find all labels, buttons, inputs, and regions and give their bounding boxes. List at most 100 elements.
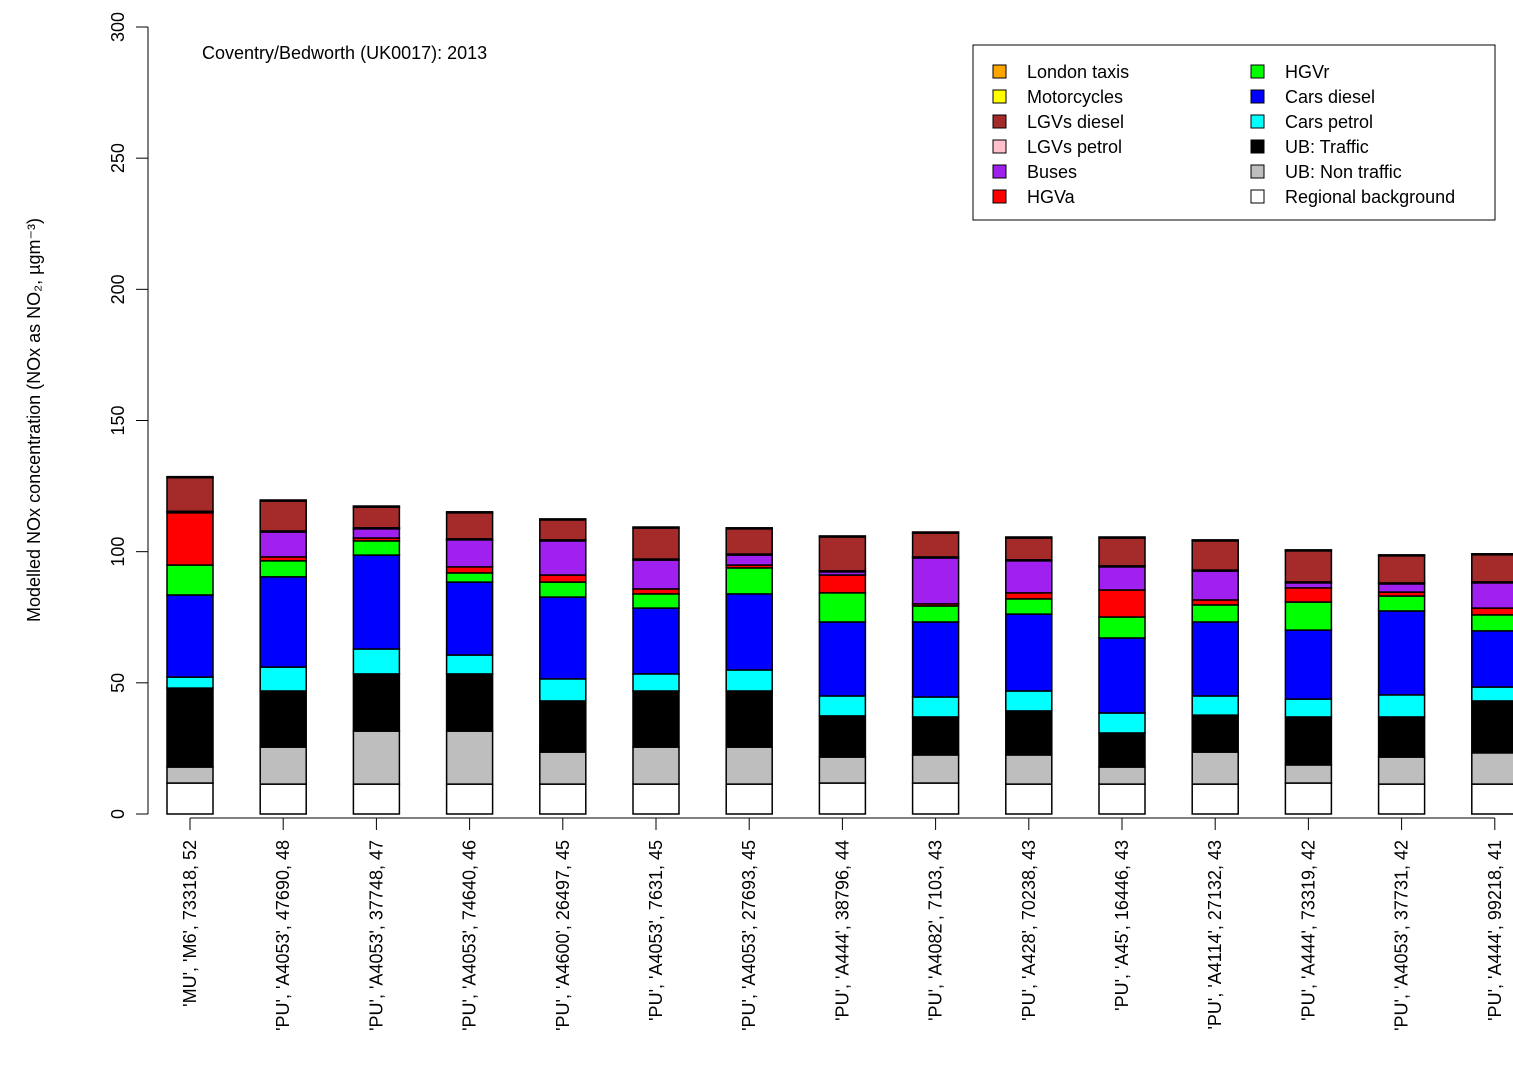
x-tick-label: 'PU', 'A4053', 74640, 46	[460, 840, 480, 1031]
bar-segment	[818, 715, 867, 758]
legend-swatch	[1250, 114, 1265, 129]
y-axis-label: Modelled NOx concentration (NOx as NO₂, …	[24, 218, 44, 622]
legend-swatch	[1250, 64, 1265, 79]
bar-segment	[1005, 613, 1053, 692]
bar-segment	[259, 783, 307, 815]
bar-segment	[1471, 553, 1513, 556]
bar-segment	[632, 607, 680, 675]
x-tick-label: 'PU', 'A444', 38796, 44	[832, 840, 852, 1021]
legend-label: LGVs petrol	[1027, 137, 1122, 157]
bar-segment	[632, 746, 680, 785]
legend-swatch	[992, 89, 1007, 104]
bar-segment	[1471, 554, 1513, 583]
bar-segment	[1098, 766, 1146, 785]
bar-segment	[911, 531, 960, 534]
bar-segment	[911, 532, 960, 558]
bar-segment	[539, 700, 587, 753]
bar-segment	[1191, 540, 1239, 571]
bar-segment	[1005, 598, 1053, 615]
bar-segment	[818, 695, 867, 717]
bar-segment	[818, 592, 867, 623]
bar-segment	[259, 666, 307, 692]
bar-segment	[632, 673, 680, 692]
bar-segment	[632, 527, 680, 560]
legend-label: HGVa	[1027, 187, 1076, 207]
bar-segment	[725, 746, 773, 785]
bar-segment	[259, 499, 307, 502]
x-tick-label: 'MU', 'M6', 73318, 52	[180, 840, 200, 1007]
bar-segment	[632, 783, 680, 815]
x-tick-label: 'PU', 'A4600', 26497, 45	[553, 840, 573, 1031]
x-tick-label: 'PU', 'A4114', 27132, 43	[1205, 840, 1225, 1030]
bar-segment	[911, 716, 960, 756]
legend-box	[972, 44, 1496, 221]
bar-segment	[352, 540, 401, 556]
bar-segment	[818, 621, 867, 697]
legend-swatch	[992, 139, 1007, 154]
bar-segment	[818, 782, 867, 815]
bar-segment	[1005, 536, 1053, 539]
bar-segment	[1098, 712, 1146, 734]
bar-segment	[259, 560, 307, 578]
x-tick-label: 'PU', 'A4082', 7103, 43	[926, 840, 946, 1021]
bar-segment	[911, 605, 960, 623]
y-tick-label: 0	[108, 809, 128, 819]
bar-segment	[259, 531, 307, 558]
x-tick-label: 'PU', 'A428', 70238, 43	[1019, 840, 1039, 1021]
bar-segment	[911, 782, 960, 815]
bar-segment	[445, 566, 494, 574]
legend-label: HGVr	[1285, 62, 1329, 82]
legend-label: Regional background	[1285, 187, 1455, 207]
bar-segment	[445, 783, 494, 815]
bar-segment	[1098, 589, 1146, 618]
x-tick-label: 'PU', 'A4053', 37731, 42	[1392, 840, 1412, 1031]
bar-segment	[539, 751, 587, 785]
bar-segment	[539, 519, 587, 541]
bar-segment	[1377, 783, 1426, 815]
bar-segment	[911, 754, 960, 784]
y-tick-label: 50	[108, 673, 128, 693]
bar-segment	[1377, 555, 1426, 584]
bar-segment	[1377, 610, 1426, 696]
legend-label: Motorcycles	[1027, 87, 1123, 107]
bar-segment	[445, 572, 494, 583]
bar-segment	[445, 654, 494, 675]
bar-segment	[1098, 637, 1146, 714]
bar-segment	[818, 574, 867, 594]
bar-segment	[818, 536, 867, 572]
bar-segment	[539, 574, 587, 583]
bar-segment	[166, 676, 214, 689]
bar-segment	[725, 554, 773, 566]
bar-segment	[632, 559, 680, 590]
legend-swatch	[992, 64, 1007, 79]
bar-segment	[352, 505, 401, 508]
bar-segment	[1005, 783, 1053, 815]
bar-segment	[1284, 549, 1333, 552]
bar-segment	[1284, 716, 1333, 766]
bar-segment	[166, 512, 214, 566]
bar-segment	[445, 730, 494, 785]
bar-segment	[1098, 536, 1146, 539]
bar-segment	[1284, 782, 1333, 815]
y-tick-label: 100	[108, 537, 128, 567]
bar-segment	[445, 581, 494, 656]
bar-segment	[539, 581, 587, 598]
bar-segment	[539, 518, 587, 521]
bar-segment	[1005, 537, 1053, 561]
bar-segment	[352, 528, 401, 539]
legend-label: London taxis	[1027, 62, 1129, 82]
bar-segment	[445, 673, 494, 732]
bar-segment	[1191, 714, 1239, 753]
bar-segment	[1191, 751, 1239, 785]
bar-segment	[1377, 756, 1426, 785]
bar-segment	[1005, 560, 1053, 594]
bar-segment	[1098, 732, 1146, 768]
bar-segment	[725, 528, 773, 555]
bar-segment	[1005, 592, 1053, 600]
bar-segment	[539, 540, 587, 576]
bar-segment	[166, 687, 214, 768]
bar-segment	[352, 648, 401, 675]
bar-segment	[632, 690, 680, 748]
bar-segment	[539, 678, 587, 702]
